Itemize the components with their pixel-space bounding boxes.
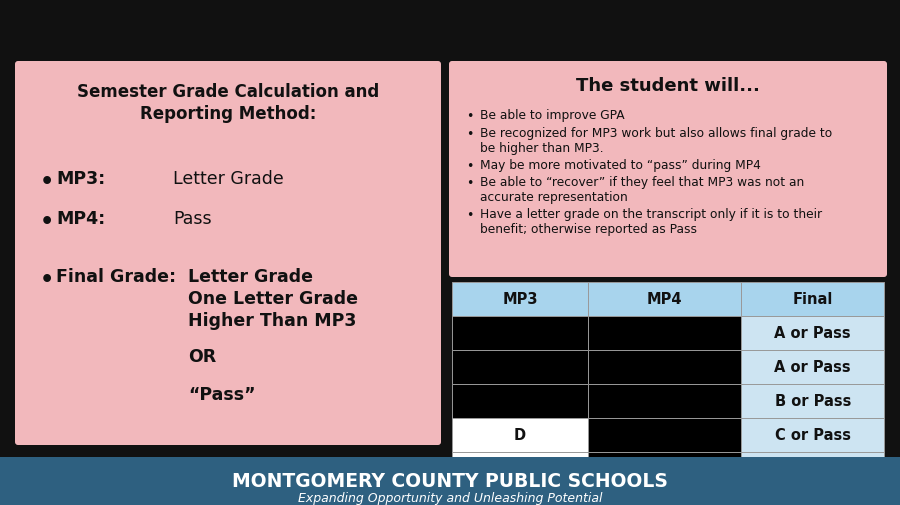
Text: E: E xyxy=(515,462,525,477)
Text: Pass: Pass xyxy=(173,210,212,228)
Text: “Pass”: “Pass” xyxy=(188,385,256,403)
Bar xyxy=(0,457,900,505)
Text: MONTGOMERY COUNTY PUBLIC SCHOOLS: MONTGOMERY COUNTY PUBLIC SCHOOLS xyxy=(232,471,668,490)
Text: Letter Grade: Letter Grade xyxy=(188,268,313,285)
Bar xyxy=(588,452,742,486)
Text: MP3: MP3 xyxy=(502,292,538,307)
Text: •: • xyxy=(40,270,54,289)
Text: Letter Grade: Letter Grade xyxy=(173,170,284,188)
Text: D: D xyxy=(514,428,526,442)
Text: •: • xyxy=(466,209,473,222)
Text: Have a letter grade on the transcript only if it is to their
benefit; otherwise : Have a letter grade on the transcript on… xyxy=(480,208,822,235)
Text: •: • xyxy=(40,172,54,191)
Text: Final: Final xyxy=(793,292,832,307)
Text: Semester Grade Calculation and: Semester Grade Calculation and xyxy=(76,83,379,101)
Text: Reporting Method:: Reporting Method: xyxy=(140,105,316,123)
Text: Expanding Opportunity and Unleashing Potential: Expanding Opportunity and Unleashing Pot… xyxy=(298,491,602,504)
Text: Final Grade:: Final Grade: xyxy=(56,268,176,285)
Bar xyxy=(742,350,884,384)
Bar xyxy=(452,282,588,316)
Text: •: • xyxy=(466,110,473,123)
Bar xyxy=(588,418,742,452)
Text: OR: OR xyxy=(188,347,216,365)
Bar xyxy=(452,384,588,418)
Bar xyxy=(588,350,742,384)
Bar xyxy=(742,282,884,316)
Text: Be able to “recover” if they feel that MP3 was not an
accurate representation: Be able to “recover” if they feel that M… xyxy=(480,176,805,204)
FancyBboxPatch shape xyxy=(449,62,887,277)
Bar xyxy=(452,316,588,350)
Text: MP4: MP4 xyxy=(647,292,682,307)
Bar xyxy=(742,418,884,452)
Text: May be more motivated to “pass” during MP4: May be more motivated to “pass” during M… xyxy=(480,158,760,171)
Text: A or Pass: A or Pass xyxy=(774,326,851,341)
Bar xyxy=(588,282,742,316)
Text: Higher Than MP3: Higher Than MP3 xyxy=(188,312,356,329)
Text: The student will...: The student will... xyxy=(576,77,760,95)
Text: Be able to improve GPA: Be able to improve GPA xyxy=(480,109,625,122)
Bar xyxy=(588,316,742,350)
Text: C or Pass: C or Pass xyxy=(775,428,850,442)
Bar xyxy=(452,418,588,452)
Bar xyxy=(742,316,884,350)
Text: MP4:: MP4: xyxy=(56,210,105,228)
Text: •: • xyxy=(466,159,473,172)
Bar xyxy=(742,452,884,486)
Text: •: • xyxy=(466,177,473,189)
Text: •: • xyxy=(40,212,54,231)
Bar xyxy=(588,384,742,418)
Text: MP3:: MP3: xyxy=(56,170,105,188)
Text: One Letter Grade: One Letter Grade xyxy=(188,289,358,308)
Bar xyxy=(452,452,588,486)
Text: D or Pass: D or Pass xyxy=(774,462,851,477)
Bar xyxy=(452,350,588,384)
FancyBboxPatch shape xyxy=(15,62,441,445)
Text: B or Pass: B or Pass xyxy=(775,394,850,409)
Text: •: • xyxy=(466,127,473,140)
Bar xyxy=(742,384,884,418)
Text: Be recognized for MP3 work but also allows final grade to
be higher than MP3.: Be recognized for MP3 work but also allo… xyxy=(480,126,832,154)
Text: A or Pass: A or Pass xyxy=(774,360,851,375)
